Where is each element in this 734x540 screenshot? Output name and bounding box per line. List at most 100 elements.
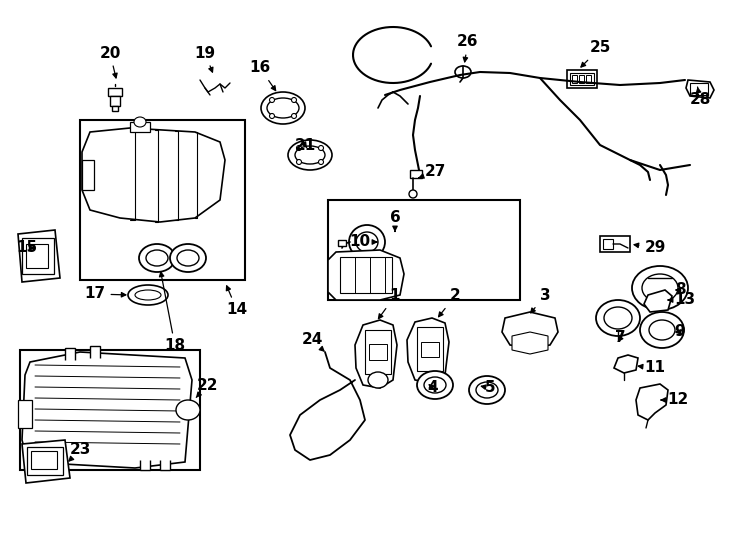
Text: 20: 20: [99, 45, 120, 78]
Polygon shape: [407, 318, 449, 383]
Ellipse shape: [128, 285, 168, 305]
Ellipse shape: [417, 371, 453, 399]
Text: 12: 12: [661, 393, 688, 408]
Text: 7: 7: [614, 330, 625, 346]
Ellipse shape: [291, 113, 297, 118]
Text: 23: 23: [69, 442, 91, 461]
Text: 3: 3: [531, 288, 550, 313]
Ellipse shape: [295, 146, 325, 164]
Bar: [690, 83, 708, 95]
Polygon shape: [160, 460, 170, 470]
Ellipse shape: [640, 312, 684, 348]
Polygon shape: [502, 312, 558, 348]
Ellipse shape: [604, 307, 632, 329]
Bar: [130, 122, 150, 132]
Bar: [22, 238, 54, 274]
Bar: [338, 240, 346, 246]
Polygon shape: [512, 332, 548, 354]
Polygon shape: [686, 80, 714, 98]
Ellipse shape: [297, 159, 302, 165]
Text: 29: 29: [634, 240, 666, 255]
Text: 16: 16: [250, 60, 276, 91]
Text: 27: 27: [419, 165, 446, 179]
Ellipse shape: [319, 159, 324, 165]
Bar: [579, 75, 584, 83]
Polygon shape: [90, 346, 100, 358]
Text: 6: 6: [390, 211, 400, 231]
Polygon shape: [355, 320, 397, 388]
Text: 8: 8: [675, 282, 686, 298]
Text: 26: 26: [457, 35, 479, 62]
Bar: [26, 244, 48, 268]
Bar: [365, 330, 391, 374]
Ellipse shape: [269, 98, 275, 103]
Text: 14: 14: [226, 286, 247, 318]
Polygon shape: [22, 440, 70, 483]
Ellipse shape: [297, 145, 302, 151]
Ellipse shape: [476, 382, 498, 398]
Ellipse shape: [288, 140, 332, 170]
Polygon shape: [614, 355, 638, 373]
Ellipse shape: [269, 113, 275, 118]
Ellipse shape: [267, 98, 299, 118]
Bar: [27, 447, 63, 475]
Bar: [567, 70, 597, 88]
Polygon shape: [636, 384, 668, 420]
Bar: [340, 257, 392, 293]
Ellipse shape: [135, 290, 161, 300]
Ellipse shape: [596, 300, 640, 336]
Bar: [112, 106, 118, 111]
Text: 28: 28: [689, 87, 711, 107]
Bar: [18, 400, 32, 428]
Ellipse shape: [368, 372, 388, 388]
Ellipse shape: [632, 266, 688, 310]
Text: 10: 10: [349, 234, 377, 249]
Bar: [410, 170, 422, 178]
Bar: [80, 120, 245, 280]
Text: 4: 4: [428, 381, 438, 395]
Bar: [417, 327, 443, 371]
Ellipse shape: [261, 92, 305, 124]
Text: 19: 19: [195, 45, 216, 72]
Polygon shape: [82, 128, 225, 222]
Bar: [108, 88, 122, 96]
Text: 13: 13: [668, 293, 696, 307]
Text: 21: 21: [294, 138, 316, 152]
Ellipse shape: [177, 250, 199, 266]
Text: 24: 24: [302, 333, 324, 351]
Text: 25: 25: [581, 40, 611, 67]
Ellipse shape: [642, 274, 678, 302]
Text: 1: 1: [379, 288, 400, 319]
Text: 22: 22: [196, 377, 218, 397]
Bar: [421, 342, 439, 357]
Polygon shape: [18, 230, 60, 282]
Ellipse shape: [424, 377, 446, 393]
Ellipse shape: [649, 320, 675, 340]
Bar: [110, 96, 120, 106]
Bar: [31, 451, 57, 469]
Text: 9: 9: [675, 325, 686, 340]
Ellipse shape: [469, 376, 505, 404]
Bar: [570, 73, 594, 85]
Bar: [603, 239, 613, 249]
Ellipse shape: [139, 244, 175, 272]
Ellipse shape: [319, 145, 324, 151]
Ellipse shape: [455, 66, 471, 78]
Text: 18: 18: [159, 272, 186, 354]
Text: 2: 2: [439, 288, 460, 317]
Text: 11: 11: [639, 361, 666, 375]
Polygon shape: [328, 250, 404, 300]
Polygon shape: [22, 352, 192, 468]
Ellipse shape: [291, 98, 297, 103]
Polygon shape: [140, 460, 150, 470]
Bar: [328, 200, 520, 300]
Ellipse shape: [356, 232, 378, 252]
Text: 17: 17: [84, 287, 126, 301]
Bar: [600, 236, 630, 252]
Text: 5: 5: [482, 381, 495, 395]
Ellipse shape: [409, 190, 417, 198]
Ellipse shape: [176, 400, 200, 420]
Bar: [82, 160, 94, 190]
Polygon shape: [644, 290, 672, 312]
Text: 15: 15: [16, 240, 37, 255]
